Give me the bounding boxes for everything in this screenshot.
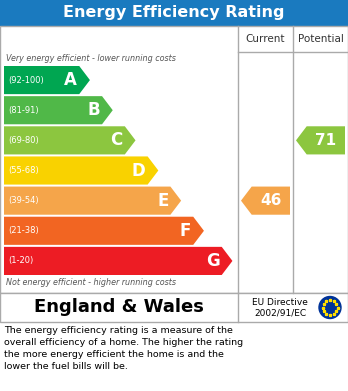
Polygon shape bbox=[4, 187, 181, 215]
Text: (92-100): (92-100) bbox=[8, 75, 44, 84]
Text: Not energy efficient - higher running costs: Not energy efficient - higher running co… bbox=[6, 278, 176, 287]
Bar bbox=[0, 0, 348, 26]
Polygon shape bbox=[296, 126, 345, 154]
Polygon shape bbox=[4, 126, 135, 154]
Text: B: B bbox=[87, 101, 100, 119]
Text: 71: 71 bbox=[315, 133, 337, 148]
Text: (55-68): (55-68) bbox=[8, 166, 39, 175]
Polygon shape bbox=[4, 156, 158, 185]
Text: Current: Current bbox=[246, 34, 285, 44]
Text: Very energy efficient - lower running costs: Very energy efficient - lower running co… bbox=[6, 54, 176, 63]
Bar bbox=[0, 293, 348, 322]
Polygon shape bbox=[4, 247, 232, 275]
Text: (81-91): (81-91) bbox=[8, 106, 39, 115]
Text: A: A bbox=[64, 71, 77, 89]
Text: 46: 46 bbox=[260, 193, 282, 208]
Text: (1-20): (1-20) bbox=[8, 256, 33, 265]
Text: EU Directive
2002/91/EC: EU Directive 2002/91/EC bbox=[252, 298, 308, 317]
Bar bbox=[0, 26, 348, 293]
Text: Energy Efficiency Rating: Energy Efficiency Rating bbox=[63, 5, 285, 20]
Text: (39-54): (39-54) bbox=[8, 196, 39, 205]
Text: The energy efficiency rating is a measure of the
overall efficiency of a home. T: The energy efficiency rating is a measur… bbox=[4, 326, 243, 371]
Text: Potential: Potential bbox=[298, 34, 343, 44]
Text: England & Wales: England & Wales bbox=[34, 298, 204, 316]
Text: D: D bbox=[132, 161, 146, 179]
Text: F: F bbox=[180, 222, 191, 240]
Text: (69-80): (69-80) bbox=[8, 136, 39, 145]
Text: E: E bbox=[157, 192, 168, 210]
Text: C: C bbox=[111, 131, 123, 149]
Polygon shape bbox=[4, 217, 204, 245]
Text: G: G bbox=[206, 252, 220, 270]
Text: (21-38): (21-38) bbox=[8, 226, 39, 235]
Polygon shape bbox=[4, 96, 113, 124]
Polygon shape bbox=[4, 66, 90, 94]
Circle shape bbox=[319, 296, 341, 319]
Polygon shape bbox=[241, 187, 290, 215]
